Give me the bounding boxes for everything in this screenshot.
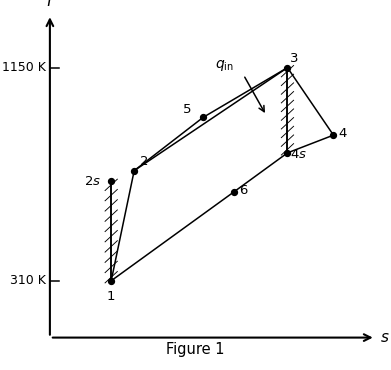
Text: $s$: $s$ [380, 330, 390, 345]
Text: 5: 5 [183, 103, 191, 116]
Point [330, 132, 337, 138]
Text: 1: 1 [107, 290, 115, 303]
Point [284, 150, 291, 156]
Point [108, 278, 114, 284]
Text: 6: 6 [239, 184, 248, 197]
Text: 3: 3 [290, 52, 299, 65]
Text: Figure 1: Figure 1 [166, 342, 225, 357]
Text: $2s$: $2s$ [84, 175, 100, 188]
Text: $T$: $T$ [44, 0, 56, 9]
Text: 2: 2 [140, 155, 148, 168]
Text: $q_{\rm in}$: $q_{\rm in}$ [215, 58, 234, 73]
Point [284, 65, 291, 71]
Text: 4: 4 [339, 127, 347, 140]
Text: 310 K: 310 K [10, 274, 46, 287]
Point [200, 114, 206, 120]
Point [131, 168, 137, 174]
Text: 1150 K: 1150 K [2, 61, 46, 74]
Point [231, 189, 237, 195]
Point [108, 178, 114, 184]
Text: $4s$: $4s$ [291, 148, 307, 161]
